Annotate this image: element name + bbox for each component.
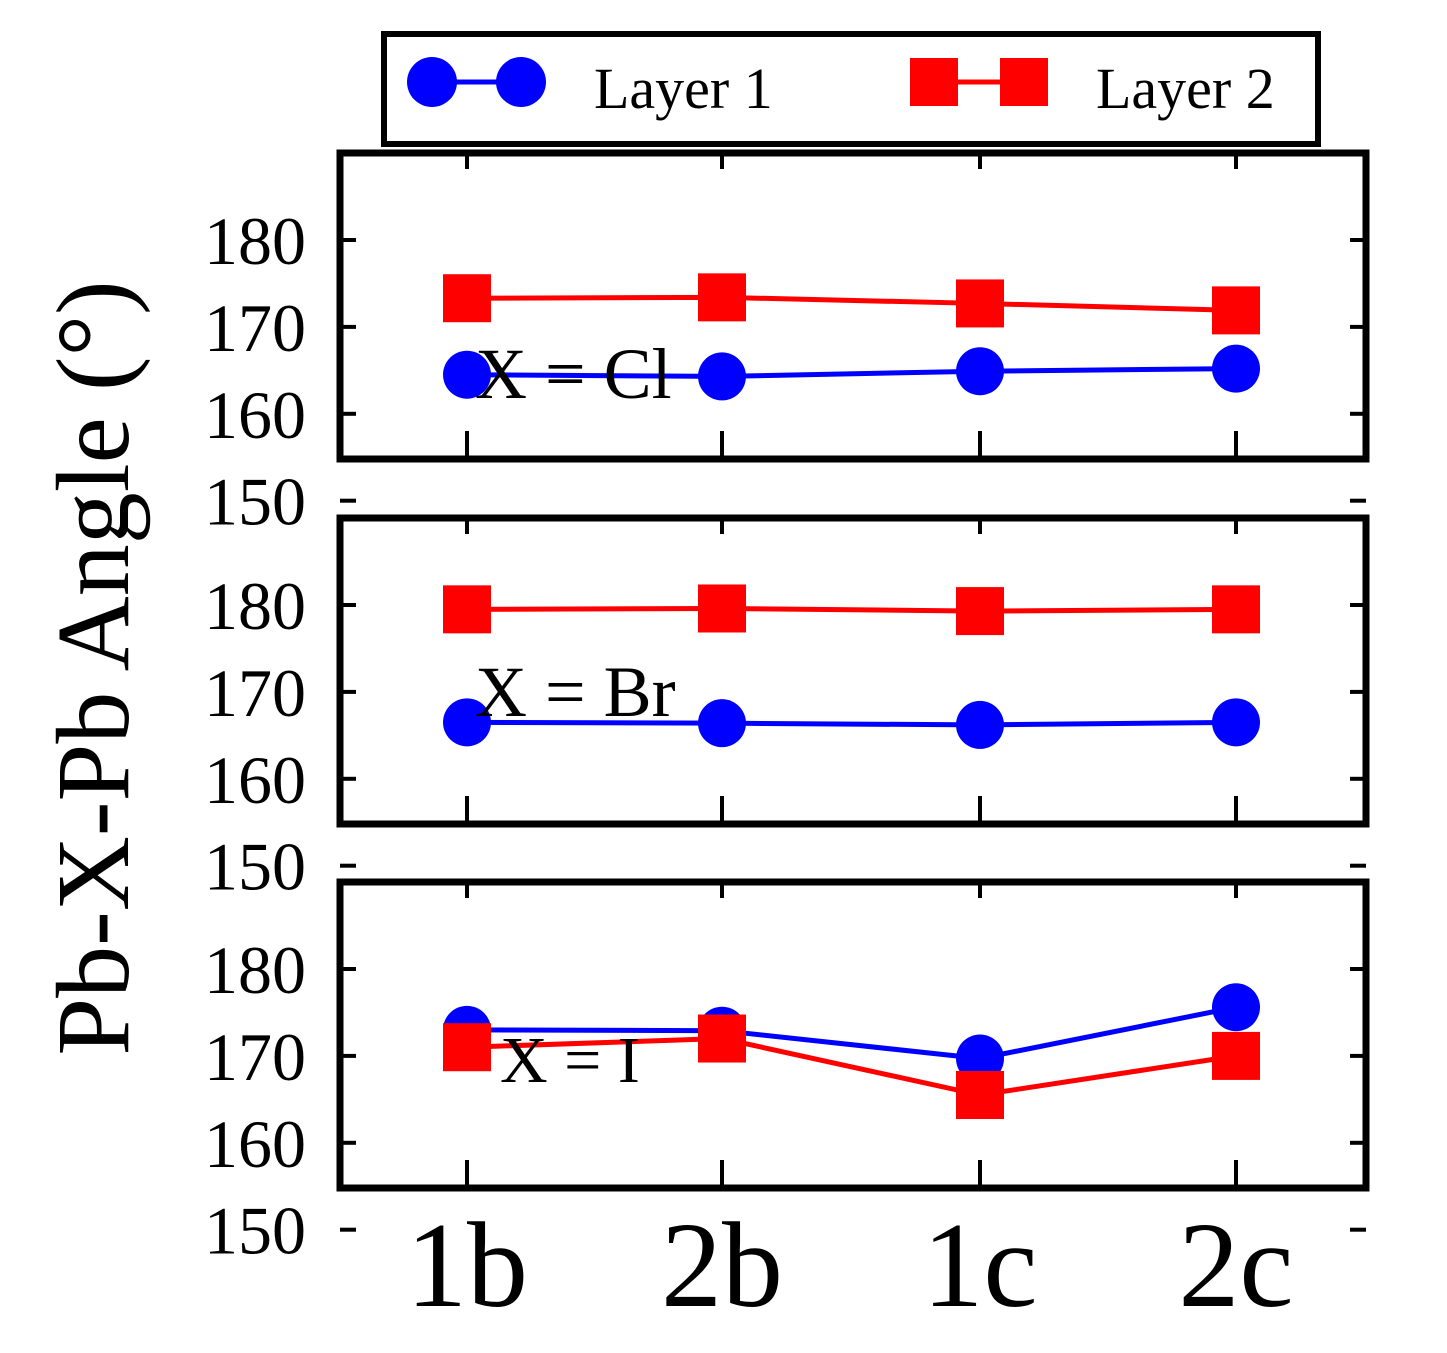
- point-layer-2: [443, 1023, 491, 1072]
- panel-annotation: X = Cl: [475, 334, 672, 414]
- point-layer-1: [443, 350, 491, 399]
- point-layer-1: [1212, 698, 1260, 747]
- y-tick-label: 180: [204, 203, 306, 279]
- panel-frame: [336, 878, 1370, 1192]
- series-line-layer-2: [466, 605, 1237, 614]
- point-layer-1: [443, 698, 491, 747]
- point-layer-2: [1212, 585, 1260, 634]
- y-tick-label: 160: [204, 1106, 306, 1182]
- point-layer-1: [698, 352, 746, 401]
- point-layer-1: [956, 347, 1004, 396]
- panel-annotation: X = I: [500, 1024, 640, 1097]
- point-layer-1: [956, 700, 1004, 749]
- panel-frame: [336, 514, 1370, 828]
- y-tick-label: 180: [204, 568, 306, 644]
- y-tick-label: 170: [204, 290, 306, 366]
- panel-annotation: X = Br: [475, 652, 676, 732]
- y-tick-label: 160: [204, 377, 306, 453]
- legend-marker-layer-2: [910, 58, 958, 106]
- y-axis-label: Pb-X-Pb Angle (°): [36, 280, 151, 1055]
- point-layer-2: [1212, 286, 1260, 335]
- y-tick-label: 150: [204, 829, 306, 905]
- y-tick-label: 150: [204, 464, 306, 540]
- triangle-marker: [466, 822, 468, 824]
- panel-2: X = Br 150 160 170 180: [204, 514, 1370, 905]
- x-tick-label: 2c: [1178, 1198, 1293, 1333]
- legend: Layer 1 Layer 2: [381, 31, 1321, 147]
- x-tick-label: 1b: [406, 1198, 528, 1333]
- y-tick-label: 180: [204, 932, 306, 1008]
- point-layer-2: [1212, 1031, 1260, 1080]
- point-layer-2: [443, 585, 491, 634]
- y-tick-label: 150: [204, 1193, 306, 1269]
- point-layer-1: [1212, 983, 1260, 1032]
- panel-frame: [336, 149, 1370, 463]
- legend-label-layer-1: Layer 1: [594, 56, 773, 121]
- triangle-marker: [1235, 822, 1237, 824]
- series-line-layer-1: [466, 1004, 1237, 1062]
- y-tick-label: 160: [204, 742, 306, 818]
- point-layer-2: [956, 1071, 1004, 1120]
- y-tick-label: 170: [204, 655, 306, 731]
- panel-3: X = I 150 160 170 180: [204, 878, 1370, 1269]
- series-line-layer-1: [466, 719, 1237, 728]
- point-layer-1: [698, 699, 746, 748]
- x-tick-label: 2b: [661, 1198, 783, 1333]
- y-tick-label: 170: [204, 1019, 306, 1095]
- point-layer-2: [698, 584, 746, 633]
- legend-marker-layer-1: [496, 57, 546, 107]
- series-line-layer-2: [466, 294, 1237, 313]
- series-line-layer-1: [466, 366, 1237, 379]
- legend-label-layer-2: Layer 2: [1096, 56, 1275, 121]
- plot-area: [443, 983, 1260, 1188]
- point-layer-1: [1212, 344, 1260, 393]
- legend-marker-layer-1: [407, 57, 457, 107]
- triangle-marker: [979, 822, 981, 824]
- plot-area: [443, 584, 1260, 824]
- point-layer-2: [698, 1014, 746, 1063]
- triangle-marker: [721, 822, 723, 824]
- point-layer-2: [956, 587, 1004, 636]
- x-tick-label: 1c: [922, 1198, 1037, 1333]
- plot-area: [443, 273, 1260, 401]
- point-layer-2: [956, 279, 1004, 328]
- panel-1: X = Cl 150 160 170 180: [204, 149, 1370, 540]
- legend-marker-layer-2: [1000, 58, 1048, 106]
- series-line-layer-2: [466, 1036, 1237, 1098]
- point-layer-2: [443, 274, 491, 323]
- point-layer-2: [698, 273, 746, 322]
- point-layer-1: [956, 1034, 1004, 1083]
